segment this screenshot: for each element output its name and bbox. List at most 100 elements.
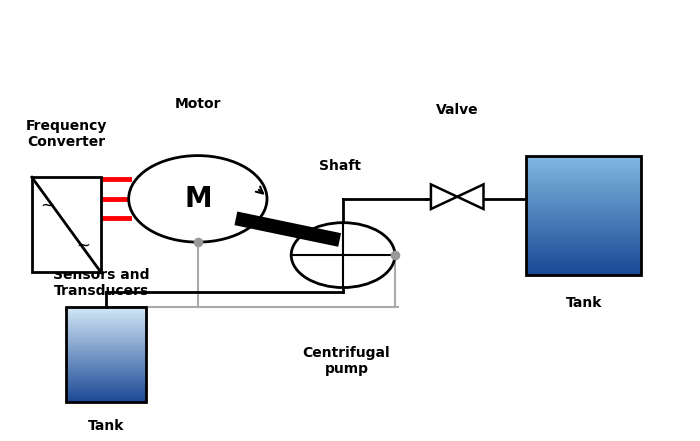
Bar: [526, 206, 640, 208]
Bar: [526, 169, 640, 171]
Bar: [66, 319, 146, 320]
Bar: [66, 362, 146, 363]
Bar: [66, 363, 146, 364]
Bar: [66, 307, 146, 402]
Bar: [66, 320, 146, 321]
Bar: [526, 220, 640, 221]
Bar: [66, 377, 146, 378]
Bar: [66, 397, 146, 399]
Bar: [526, 254, 640, 255]
Text: Motor: Motor: [174, 97, 221, 111]
Bar: [66, 388, 146, 389]
Bar: [66, 351, 146, 352]
Bar: [526, 265, 640, 267]
Bar: [66, 385, 146, 387]
Bar: [526, 270, 640, 272]
Bar: [526, 224, 640, 225]
Bar: [66, 389, 146, 390]
Polygon shape: [431, 184, 457, 209]
Bar: [66, 322, 146, 324]
Bar: [66, 344, 146, 345]
Bar: [526, 245, 640, 247]
Bar: [526, 160, 640, 161]
Text: Frequency
Converter: Frequency Converter: [26, 119, 107, 149]
Bar: [66, 395, 146, 396]
Bar: [66, 313, 146, 314]
Bar: [66, 356, 146, 357]
Bar: [66, 361, 146, 362]
Bar: [526, 248, 640, 249]
Bar: [66, 369, 146, 370]
Bar: [526, 247, 640, 248]
Bar: [526, 223, 640, 224]
Bar: [66, 349, 146, 350]
Bar: [526, 255, 640, 257]
Bar: [526, 227, 640, 228]
Bar: [66, 380, 146, 381]
Bar: [526, 261, 640, 263]
Bar: [526, 187, 640, 188]
Text: M: M: [184, 185, 211, 213]
Bar: [66, 314, 146, 315]
Bar: [526, 235, 640, 236]
Bar: [66, 338, 146, 339]
Bar: [66, 333, 146, 334]
Bar: [66, 318, 146, 319]
Bar: [526, 200, 640, 202]
Bar: [526, 252, 640, 254]
Bar: [526, 199, 640, 200]
Bar: [526, 225, 640, 227]
Bar: [526, 168, 640, 169]
Bar: [66, 325, 146, 326]
Bar: [526, 273, 640, 275]
Bar: [66, 373, 146, 374]
Bar: [526, 202, 640, 203]
Bar: [526, 217, 640, 218]
Bar: [526, 237, 640, 239]
Bar: [526, 156, 640, 157]
Point: [389, 251, 400, 258]
Bar: [526, 159, 640, 160]
Bar: [526, 190, 640, 191]
Bar: [66, 371, 146, 373]
Bar: [526, 236, 640, 237]
Bar: [526, 176, 640, 178]
Bar: [526, 239, 640, 240]
Bar: [526, 197, 640, 199]
Text: Tank: Tank: [566, 296, 602, 310]
Bar: [66, 346, 146, 348]
Bar: [66, 310, 146, 312]
Bar: [526, 240, 640, 242]
Bar: [66, 348, 146, 349]
Bar: [66, 345, 146, 346]
Bar: [526, 258, 640, 260]
Bar: [66, 341, 146, 343]
Bar: [66, 336, 146, 337]
Bar: [66, 401, 146, 402]
Bar: [526, 172, 640, 173]
Bar: [526, 228, 640, 230]
Bar: [66, 329, 146, 331]
Bar: [526, 260, 640, 261]
Bar: [66, 321, 146, 322]
Bar: [66, 352, 146, 353]
Bar: [66, 337, 146, 338]
Bar: [66, 343, 146, 344]
Bar: [526, 163, 640, 164]
Bar: [526, 181, 640, 183]
Bar: [526, 269, 640, 270]
Bar: [66, 364, 146, 365]
Bar: [526, 213, 640, 215]
Bar: [66, 334, 146, 336]
Bar: [66, 307, 146, 308]
Bar: [526, 164, 640, 166]
Bar: [66, 350, 146, 351]
Bar: [66, 312, 146, 313]
Bar: [526, 157, 640, 159]
Bar: [526, 203, 640, 205]
Bar: [66, 315, 146, 317]
Bar: [66, 331, 146, 332]
Bar: [526, 212, 640, 213]
Bar: [66, 375, 146, 376]
Bar: [66, 358, 146, 359]
